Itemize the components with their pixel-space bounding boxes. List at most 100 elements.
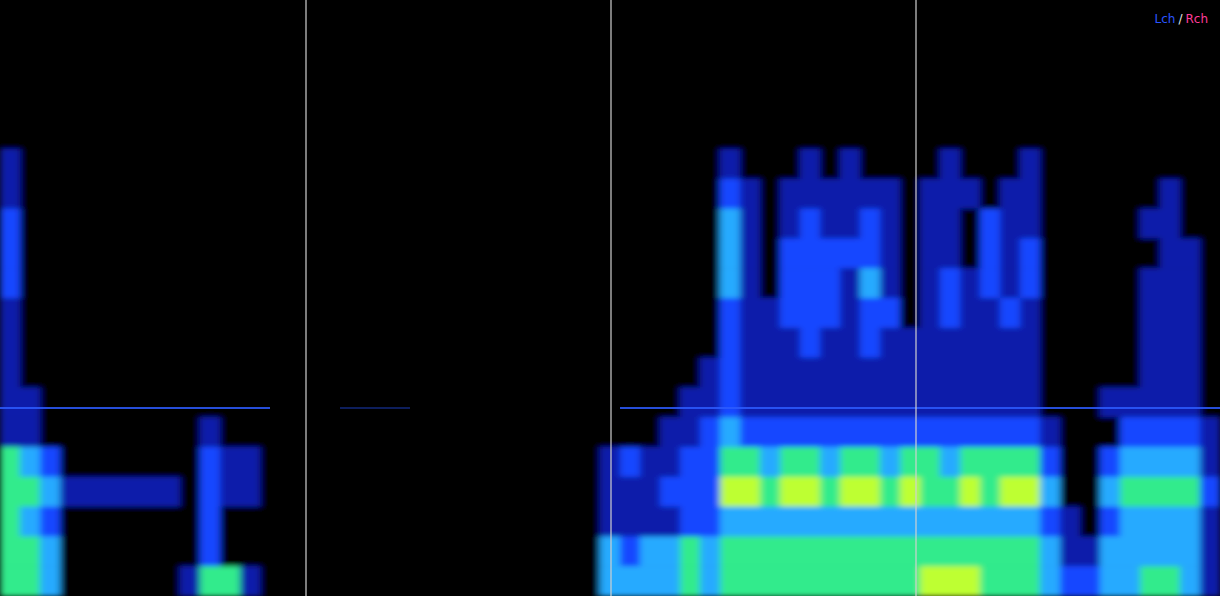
cell bbox=[680, 566, 701, 596]
cell bbox=[620, 268, 641, 298]
cell bbox=[460, 119, 481, 149]
cell bbox=[900, 507, 921, 537]
cell bbox=[560, 447, 581, 477]
cell bbox=[280, 477, 301, 507]
cell bbox=[920, 30, 941, 60]
cell bbox=[800, 566, 821, 596]
cell bbox=[360, 507, 381, 537]
cell bbox=[900, 30, 921, 60]
cell bbox=[180, 149, 201, 179]
cell bbox=[760, 507, 781, 537]
cell bbox=[260, 387, 281, 417]
cell bbox=[920, 179, 941, 209]
cell bbox=[860, 417, 881, 447]
cell bbox=[460, 268, 481, 298]
cell bbox=[460, 387, 481, 417]
cell bbox=[280, 536, 301, 566]
cell bbox=[580, 209, 601, 239]
cell bbox=[1020, 358, 1041, 388]
cell bbox=[300, 387, 321, 417]
cell bbox=[380, 358, 401, 388]
cell bbox=[360, 60, 381, 90]
cell bbox=[500, 209, 521, 239]
cell bbox=[700, 417, 721, 447]
cell bbox=[440, 358, 461, 388]
cell bbox=[660, 119, 681, 149]
cell bbox=[980, 298, 1001, 328]
cell bbox=[480, 566, 501, 596]
cell bbox=[360, 417, 381, 447]
cell bbox=[620, 209, 641, 239]
cell bbox=[520, 89, 541, 119]
cell bbox=[420, 358, 441, 388]
cell bbox=[100, 447, 121, 477]
cell bbox=[460, 149, 481, 179]
cell bbox=[260, 119, 281, 149]
cell bbox=[1000, 119, 1021, 149]
cell bbox=[200, 268, 221, 298]
cell bbox=[1180, 358, 1201, 388]
cell bbox=[480, 119, 501, 149]
cell bbox=[600, 179, 621, 209]
cell bbox=[980, 60, 1001, 90]
cell bbox=[720, 149, 741, 179]
cell bbox=[1160, 358, 1181, 388]
cell bbox=[840, 298, 861, 328]
cell bbox=[1000, 60, 1021, 90]
cell bbox=[780, 0, 801, 30]
cell bbox=[1080, 507, 1101, 537]
cell bbox=[1080, 477, 1101, 507]
cell bbox=[780, 536, 801, 566]
cell bbox=[1080, 89, 1101, 119]
cell bbox=[300, 298, 321, 328]
cell bbox=[660, 298, 681, 328]
cell bbox=[380, 0, 401, 30]
cell bbox=[620, 358, 641, 388]
cell bbox=[0, 149, 21, 179]
cell bbox=[100, 209, 121, 239]
cell bbox=[820, 328, 841, 358]
cell bbox=[660, 387, 681, 417]
cell bbox=[140, 387, 161, 417]
cell bbox=[900, 328, 921, 358]
cell bbox=[580, 387, 601, 417]
cell bbox=[1100, 119, 1121, 149]
cell bbox=[640, 60, 661, 90]
cell bbox=[200, 60, 221, 90]
cell bbox=[600, 536, 621, 566]
cell bbox=[320, 387, 341, 417]
cell bbox=[560, 417, 581, 447]
cell bbox=[500, 30, 521, 60]
cell bbox=[60, 30, 81, 60]
cell bbox=[720, 179, 741, 209]
cell bbox=[940, 179, 961, 209]
cell bbox=[1040, 268, 1061, 298]
cell bbox=[880, 298, 901, 328]
cell bbox=[1140, 238, 1161, 268]
cell bbox=[1040, 417, 1061, 447]
cell bbox=[340, 238, 361, 268]
cell bbox=[960, 238, 981, 268]
cell bbox=[1040, 0, 1061, 30]
cell bbox=[820, 0, 841, 30]
cell bbox=[780, 30, 801, 60]
cell bbox=[740, 149, 761, 179]
cell bbox=[820, 507, 841, 537]
cell bbox=[600, 358, 621, 388]
cell bbox=[1200, 179, 1220, 209]
cell bbox=[200, 566, 221, 596]
cell bbox=[480, 209, 501, 239]
cell bbox=[420, 507, 441, 537]
cell bbox=[1120, 298, 1141, 328]
cell bbox=[160, 566, 181, 596]
cell bbox=[620, 238, 641, 268]
cell bbox=[1040, 179, 1061, 209]
cell bbox=[440, 536, 461, 566]
cell bbox=[300, 268, 321, 298]
cell bbox=[560, 358, 581, 388]
cell bbox=[1080, 119, 1101, 149]
cell bbox=[700, 447, 721, 477]
cell bbox=[1100, 0, 1121, 30]
cell bbox=[980, 30, 1001, 60]
cell bbox=[320, 507, 341, 537]
